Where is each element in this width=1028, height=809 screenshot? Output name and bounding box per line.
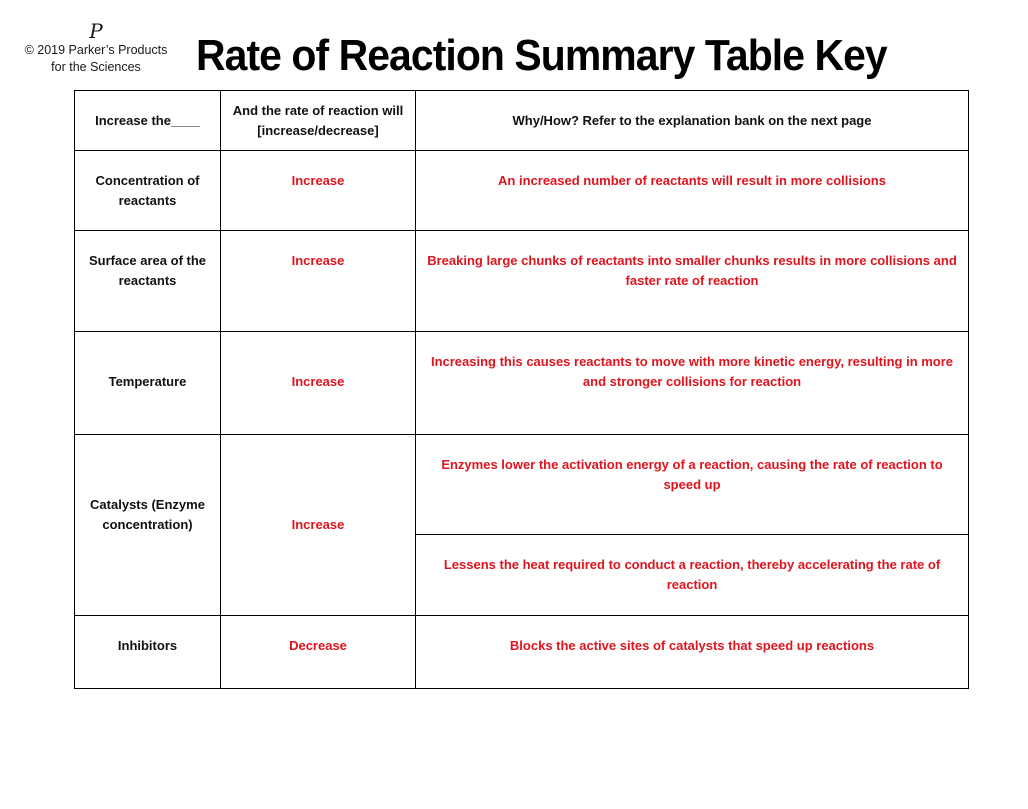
summary-table: Increase the____ And the rate of reactio… [74,90,969,689]
effect-cell: Decrease [220,615,416,689]
effect-cell: Increase [220,230,416,332]
effect-cell: Increase [220,434,416,616]
explanation-cell: An increased number of reactants will re… [415,150,969,231]
copyright-text: © 2019 Parker’s Products [24,43,168,57]
header-explanation: Why/How? Refer to the explanation bank o… [415,90,969,151]
explanation-cell: Lessens the heat required to conduct a r… [415,534,969,616]
publisher-logo: P © 2019 Parker’s Products for the Scien… [0,20,192,76]
table-subrow: Lessens the heat required to conduct a r… [75,534,969,616]
page-title: Rate of Reaction Summary Table Key [196,31,888,80]
factor-cell: Temperature [74,331,221,435]
table-row: Catalysts (Enzyme concentration) Increas… [74,434,969,616]
table-row: Concentration of reactants Increase An i… [74,150,969,231]
publisher-subtitle: for the Sciences [51,60,141,74]
table-row: Inhibitors Decrease Blocks the active si… [74,615,969,689]
explanation-cell: Enzymes lower the activation energy of a… [415,434,969,535]
explanation-cell: Breaking large chunks of reactants into … [415,230,969,332]
explanation-cell: Increasing this causes reactants to move… [415,331,969,435]
factor-cell: Concentration of reactants [74,150,221,231]
header-effect: And the rate of reaction will [increase/… [220,90,416,151]
factor-cell: Inhibitors [74,615,221,689]
header-factor: Increase the____ [74,90,221,151]
table-row: Surface area of the reactants Increase B… [74,230,969,332]
effect-cell: Increase [220,331,416,435]
factor-cell: Catalysts (Enzyme concentration) [74,434,221,616]
logo-mark: P [89,19,103,43]
effect-cell: Increase [220,150,416,231]
factor-cell: Surface area of the reactants [74,230,221,332]
table-header-row: Increase the____ And the rate of reactio… [74,90,969,151]
explanation-cell: Blocks the active sites of catalysts tha… [415,615,969,689]
table-row: Temperature Increase Increasing this cau… [74,331,969,435]
